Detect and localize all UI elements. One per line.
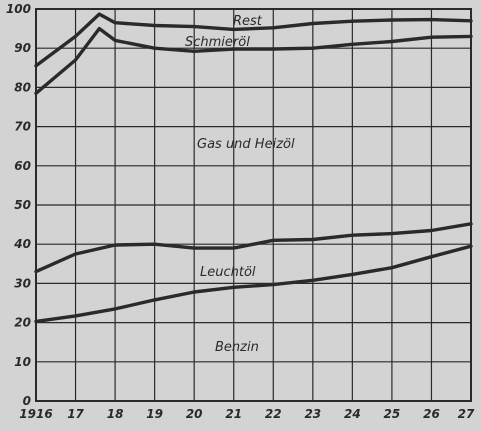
- y-tick-label-4: 40: [13, 237, 31, 251]
- x-tick-label-7: 23: [304, 407, 321, 421]
- x-tick-label-4: 20: [186, 407, 203, 421]
- x-tick-label-2: 18: [107, 407, 124, 421]
- y-tick-label-6: 60: [14, 159, 31, 173]
- y-tick-labels: 0 10 20 30 40 50 60 70 80 90 100: [6, 2, 31, 408]
- x-tick-label-0: 1916: [19, 407, 52, 421]
- y-tick-label-1: 10: [14, 355, 31, 369]
- y-tick-label-5: 50: [14, 198, 31, 212]
- region-label-rest: Rest: [233, 14, 263, 29]
- x-tick-label-1: 17: [67, 407, 84, 421]
- x-tick-label-10: 26: [423, 407, 440, 421]
- y-tick-label-7: 70: [14, 120, 31, 134]
- y-tick-label-0: 0: [23, 394, 31, 408]
- y-tick-label-10: 100: [6, 2, 31, 16]
- y-tick-label-8: 80: [14, 80, 31, 94]
- series-line-3: [34, 244, 473, 324]
- x-tick-label-9: 25: [384, 407, 401, 421]
- x-tick-label-3: 19: [146, 407, 163, 421]
- region-label-leuchtoel: Leuchtöl: [200, 265, 256, 280]
- y-tick-label-2: 20: [14, 316, 31, 330]
- y-tick-label-3: 30: [14, 276, 31, 290]
- x-tick-label-8: 24: [344, 407, 361, 421]
- series-line-0: [34, 12, 473, 68]
- series-line-1: [34, 26, 473, 96]
- x-tick-label-5: 21: [225, 407, 242, 421]
- plot-frame: [35, 8, 472, 402]
- region-label-benzin: Benzin: [215, 340, 259, 355]
- x-tick-label-6: 22: [265, 407, 282, 421]
- series-layer: [34, 12, 473, 324]
- x-tick-label-11: 27: [458, 407, 475, 421]
- region-labels: Rest Schmieröl Gas und Heizöl Leuchtöl B…: [185, 14, 295, 355]
- region-label-gas-und-heizoel: Gas und Heizöl: [197, 137, 295, 152]
- region-label-schmieroel: Schmieröl: [185, 35, 250, 50]
- x-tick-labels: 1916 17 18 19 20 21 22 23 24 25 26 27: [19, 407, 475, 421]
- y-tick-label-9: 90: [14, 41, 31, 55]
- series-line-2: [34, 222, 473, 274]
